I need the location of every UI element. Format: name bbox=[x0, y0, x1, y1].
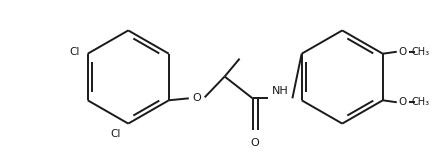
Text: O: O bbox=[399, 47, 407, 57]
Text: CH₃: CH₃ bbox=[412, 97, 430, 107]
Text: O: O bbox=[399, 97, 407, 107]
Text: NH: NH bbox=[272, 86, 289, 96]
Text: CH₃: CH₃ bbox=[412, 47, 430, 57]
Text: Cl: Cl bbox=[110, 129, 120, 139]
Text: Cl: Cl bbox=[69, 47, 80, 57]
Text: O: O bbox=[192, 93, 201, 103]
Text: O: O bbox=[250, 138, 259, 148]
